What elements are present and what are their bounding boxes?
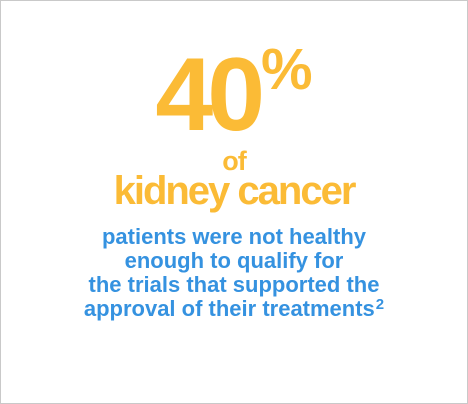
description-line-last: approval of their treatments2 bbox=[11, 297, 457, 321]
stat-number: 40 bbox=[155, 37, 265, 153]
description-line-text: approval of their treatments bbox=[83, 296, 375, 321]
stat-description: patients were not healthy enough to qual… bbox=[11, 225, 457, 321]
description-line: patients were not healthy bbox=[101, 224, 367, 249]
stat-percent-sign: % bbox=[261, 37, 313, 102]
stat-figure: 40% bbox=[1, 37, 467, 153]
stat-connector: of bbox=[222, 146, 246, 176]
stat-subject: kidney cancer bbox=[113, 169, 357, 213]
footnote-marker: 2 bbox=[375, 296, 385, 313]
description-line: the trials that supported the bbox=[88, 272, 380, 297]
description-line: enough to qualify for bbox=[124, 248, 344, 273]
